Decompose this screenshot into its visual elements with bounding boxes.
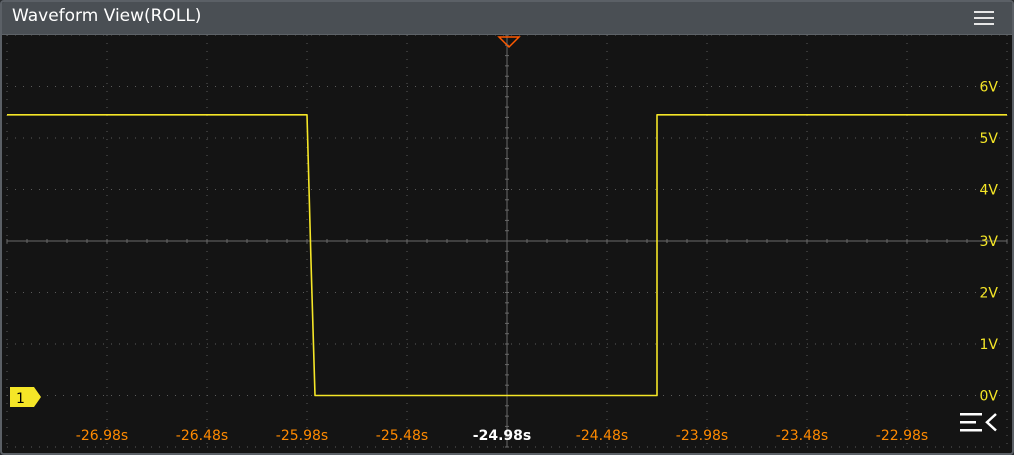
- y-tick-label: 6V: [980, 80, 999, 96]
- x-tick-label: -22.98s: [876, 428, 928, 444]
- y-tick-label: 5V: [980, 131, 999, 147]
- x-tick-label: -24.48s: [576, 428, 628, 444]
- x-tick-label: -25.48s: [376, 428, 428, 444]
- channel-1-marker[interactable]: 1: [10, 387, 41, 407]
- hamburger-menu-icon[interactable]: [974, 11, 994, 25]
- channel-1-label: 1: [16, 391, 25, 407]
- waveform-trace-1: [7, 114, 1007, 397]
- x-tick-label: -25.98s: [276, 428, 328, 444]
- waveform-plot[interactable]: 0V 1V 2V 3V 4V 5V 6V -26.98s -26.48s -25.98s -25.…: [2, 34, 1012, 453]
- center-axes: [6, 34, 1008, 448]
- x-tick-labels: -26.98s -26.48s -25.98s -25.48s -24.98s -24.4…: [76, 428, 928, 444]
- waveform-trace-group: [7, 114, 1007, 397]
- channel-1-marker-shape: [10, 387, 41, 407]
- x-tick-label: -23.48s: [776, 428, 828, 444]
- title-bar: Waveform View(ROLL): [2, 2, 1012, 35]
- trigger-position-marker[interactable]: [497, 36, 521, 49]
- y-tick-labels: 0V 1V 2V 3V 4V 5V 6V: [980, 80, 999, 405]
- x-tick-label: -26.48s: [176, 428, 228, 444]
- y-tick-label: 0V: [980, 389, 999, 405]
- window-title: Waveform View(ROLL): [12, 6, 202, 26]
- y-tick-label: 3V: [980, 234, 999, 250]
- x-tick-label-center: -24.98s: [473, 428, 531, 444]
- y-tick-label: 1V: [980, 337, 999, 353]
- y-tick-label: 4V: [980, 183, 999, 199]
- x-tick-label: -23.98s: [676, 428, 728, 444]
- y-tick-label: 2V: [980, 286, 999, 302]
- waveform-svg[interactable]: 0V 1V 2V 3V 4V 5V 6V -26.98s -26.48s -25.98s -25.…: [2, 34, 1012, 453]
- x-tick-label: -26.98s: [76, 428, 128, 444]
- collapse-menu-icon[interactable]: [960, 413, 997, 432]
